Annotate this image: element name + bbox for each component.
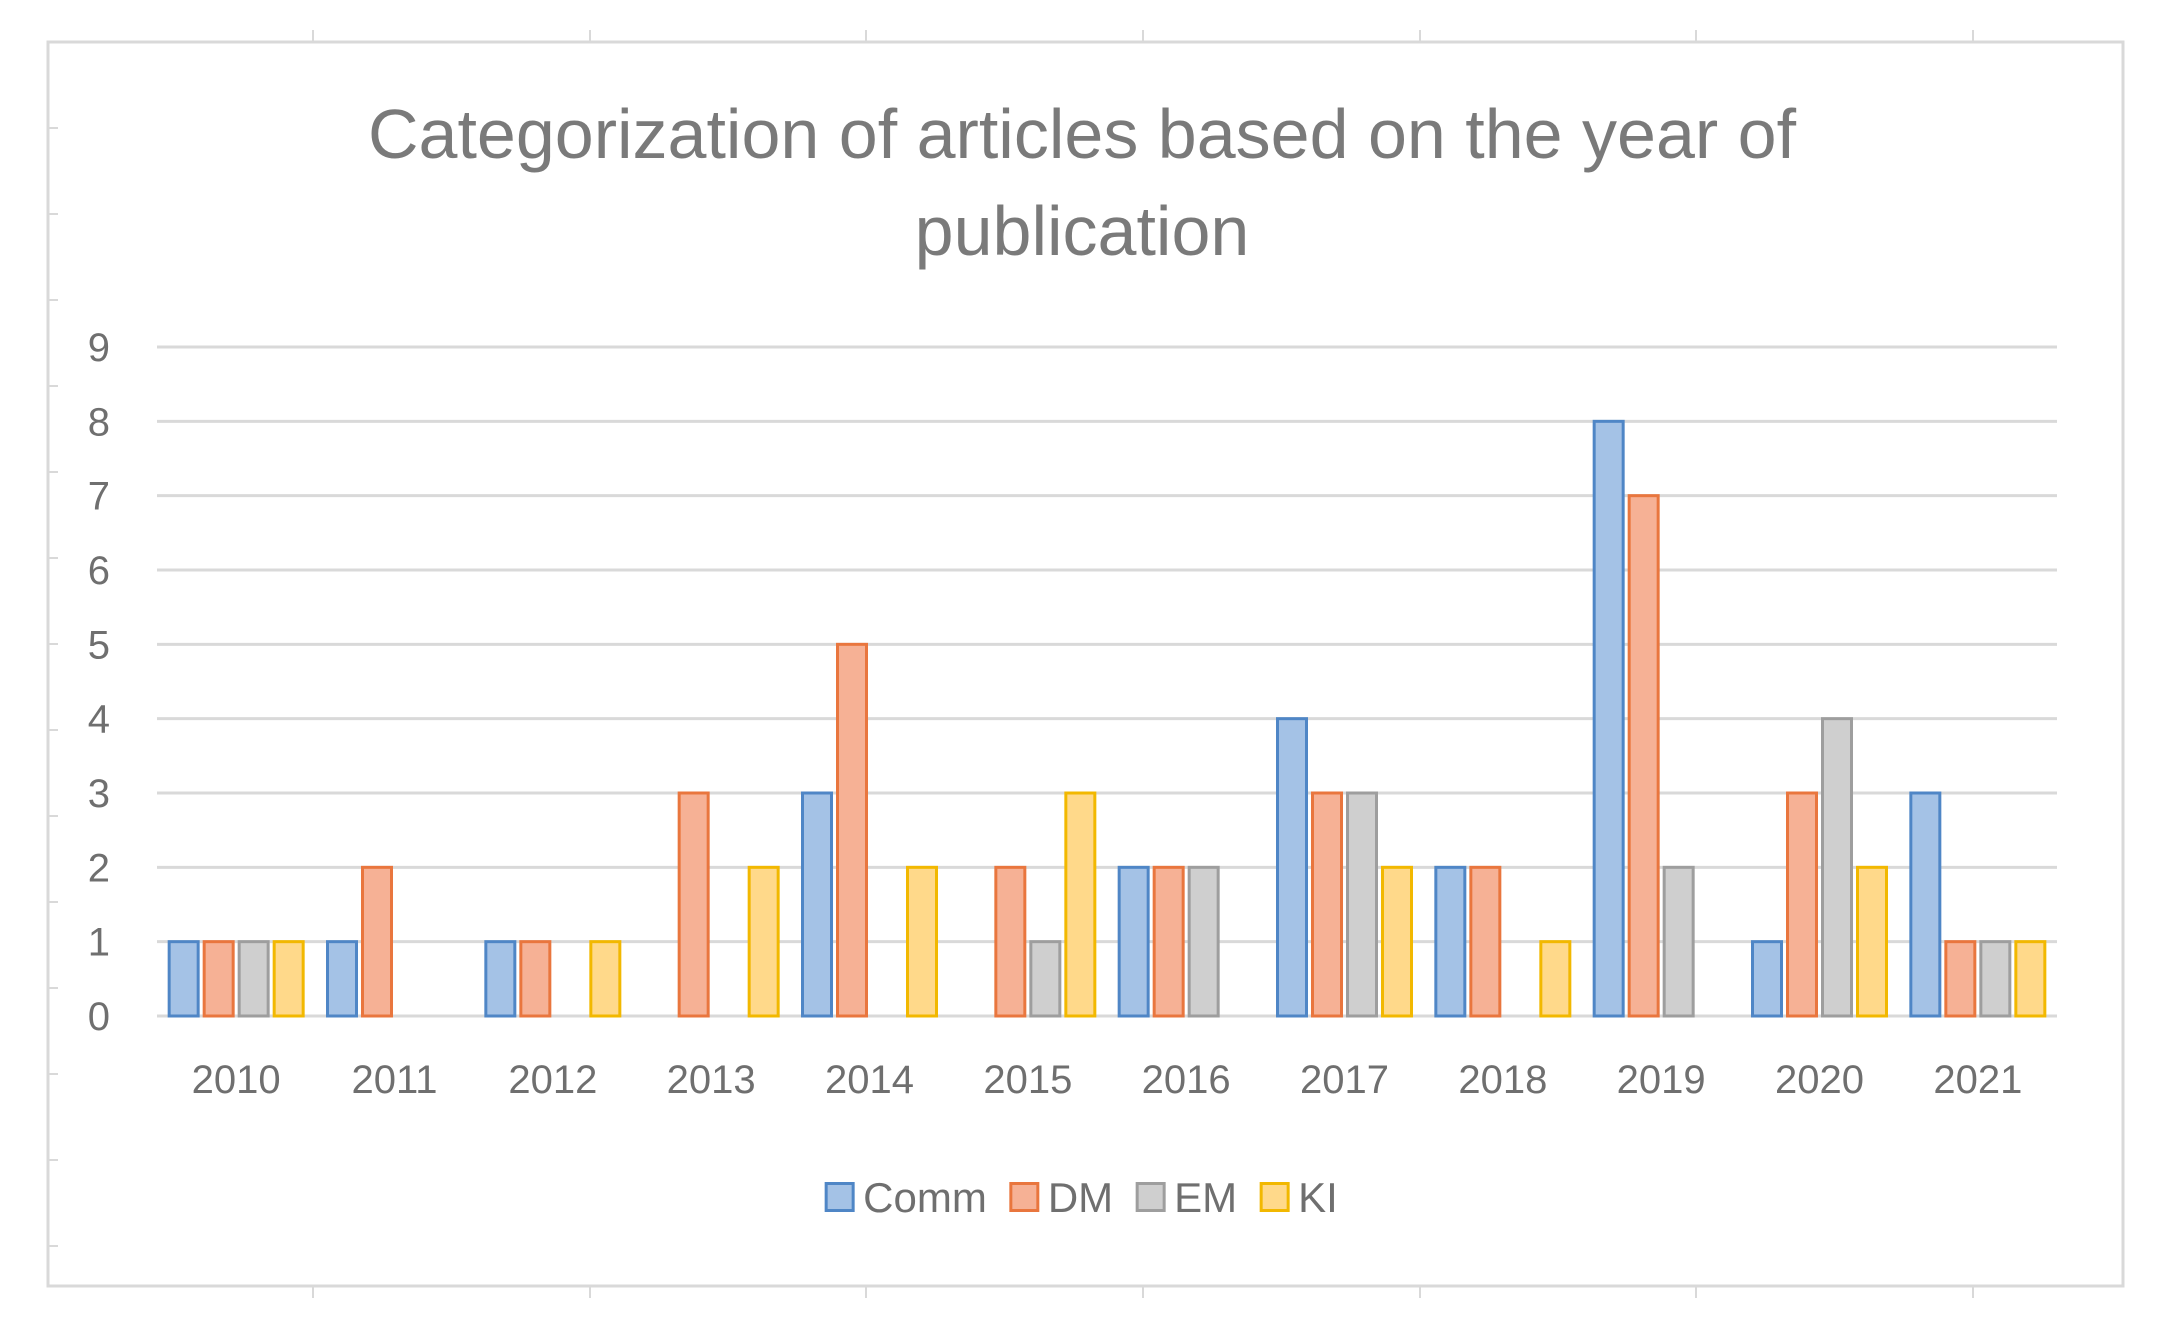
bar-dm-2019 bbox=[1627, 494, 1660, 1018]
bar-comm-2011 bbox=[326, 940, 358, 1018]
bar-comm-2014 bbox=[801, 791, 833, 1018]
bar-comm-2017 bbox=[1276, 717, 1308, 1018]
legend-label-comm: Comm bbox=[863, 1174, 987, 1221]
x-tick-label: 2011 bbox=[351, 1058, 437, 1102]
legend-swatch-ki bbox=[1259, 1182, 1290, 1212]
y-tick-label: 4 bbox=[88, 698, 110, 742]
bar-dm-2014 bbox=[836, 642, 868, 1018]
x-tick-label: 2016 bbox=[1142, 1058, 1231, 1102]
bar-ki-2020 bbox=[1856, 865, 1888, 1018]
bar-ki-2012 bbox=[589, 940, 622, 1018]
legend-label-dm: DM bbox=[1048, 1174, 1113, 1221]
y-tick-label: 1 bbox=[88, 921, 110, 965]
bar-dm-2012 bbox=[519, 940, 552, 1018]
y-tick-label: 7 bbox=[88, 475, 110, 519]
bar-dm-2018 bbox=[1469, 865, 1502, 1018]
bar-dm-2015 bbox=[994, 865, 1027, 1018]
chart-frame bbox=[46, 40, 2125, 1288]
bar-ki-2021 bbox=[2014, 940, 2047, 1018]
y-tick-label: 3 bbox=[88, 772, 110, 816]
bar-ki-2017 bbox=[1381, 865, 1413, 1018]
bar-ki-2013 bbox=[747, 865, 780, 1018]
x-tick-label: 2018 bbox=[1458, 1058, 1547, 1102]
y-tick-label: 0 bbox=[88, 995, 110, 1039]
legend-swatch-em bbox=[1135, 1182, 1166, 1212]
bar-dm-2011 bbox=[361, 865, 393, 1018]
x-tick-label: 2015 bbox=[983, 1058, 1072, 1102]
bar-em-2016 bbox=[1187, 865, 1220, 1018]
bar-dm-2010 bbox=[202, 940, 235, 1018]
bar-comm-2016 bbox=[1117, 865, 1150, 1018]
bar-comm-2021 bbox=[1909, 791, 1942, 1018]
y-axis: 0 1 2 3 4 5 6 7 8 9 bbox=[88, 326, 110, 1039]
bar-ki-2014 bbox=[906, 865, 938, 1018]
gridlines bbox=[48, 30, 2057, 1298]
bar-comm-2019 bbox=[1592, 419, 1625, 1018]
bar-dm-2013 bbox=[677, 791, 710, 1018]
bars bbox=[167, 419, 2047, 1018]
bar-comm-2018 bbox=[1434, 865, 1467, 1018]
x-tick-label: 2017 bbox=[1300, 1058, 1389, 1102]
x-tick-label: 2014 bbox=[825, 1058, 914, 1102]
legend-swatch-dm bbox=[1009, 1182, 1040, 1212]
x-axis: 2010 2011 2012 2013 2014 2015 2016 2017 2018 2019… bbox=[192, 1058, 2023, 1102]
bar-dm-2016 bbox=[1152, 865, 1185, 1018]
x-tick-label: 2020 bbox=[1775, 1058, 1864, 1102]
bar-em-2010 bbox=[237, 940, 270, 1018]
bar-dm-2021 bbox=[1944, 940, 1977, 1018]
bar-em-2019 bbox=[1662, 865, 1695, 1018]
bar-em-2017 bbox=[1346, 791, 1378, 1018]
bar-ki-2015 bbox=[1064, 791, 1097, 1018]
x-tick-label: 2021 bbox=[1933, 1058, 2022, 1102]
bar-ki-2018 bbox=[1539, 940, 1572, 1018]
y-tick-label: 5 bbox=[88, 623, 110, 667]
y-tick-label: 9 bbox=[88, 326, 110, 370]
x-tick-label: 2019 bbox=[1617, 1058, 1706, 1102]
chart-title-line-2: publication bbox=[915, 192, 1250, 270]
bar-comm-2010 bbox=[167, 940, 200, 1018]
bar-em-2020 bbox=[1821, 717, 1853, 1018]
x-tick-label: 2013 bbox=[667, 1058, 756, 1102]
y-tick-label: 2 bbox=[88, 846, 110, 890]
bar-em-2015 bbox=[1029, 940, 1062, 1018]
legend-label-em: EM bbox=[1174, 1174, 1237, 1221]
bar-em-2021 bbox=[1979, 940, 2012, 1018]
legend-label-ki: KI bbox=[1298, 1174, 1338, 1221]
y-tick-label: 8 bbox=[88, 400, 110, 444]
bar-comm-2012 bbox=[484, 940, 517, 1018]
chart-title-line-1: Categorization of articles based on the … bbox=[368, 95, 1797, 173]
x-tick-label: 2012 bbox=[508, 1058, 597, 1102]
y-tick-label: 6 bbox=[88, 549, 110, 593]
x-tick-label: 2010 bbox=[192, 1058, 281, 1102]
bar-comm-2020 bbox=[1751, 940, 1783, 1018]
bar-dm-2017 bbox=[1311, 791, 1343, 1018]
legend-swatch-comm bbox=[824, 1182, 855, 1212]
bar-ki-2010 bbox=[272, 940, 305, 1018]
legend: Comm DM EM KI bbox=[824, 1174, 1338, 1221]
bar-dm-2020 bbox=[1786, 791, 1818, 1018]
